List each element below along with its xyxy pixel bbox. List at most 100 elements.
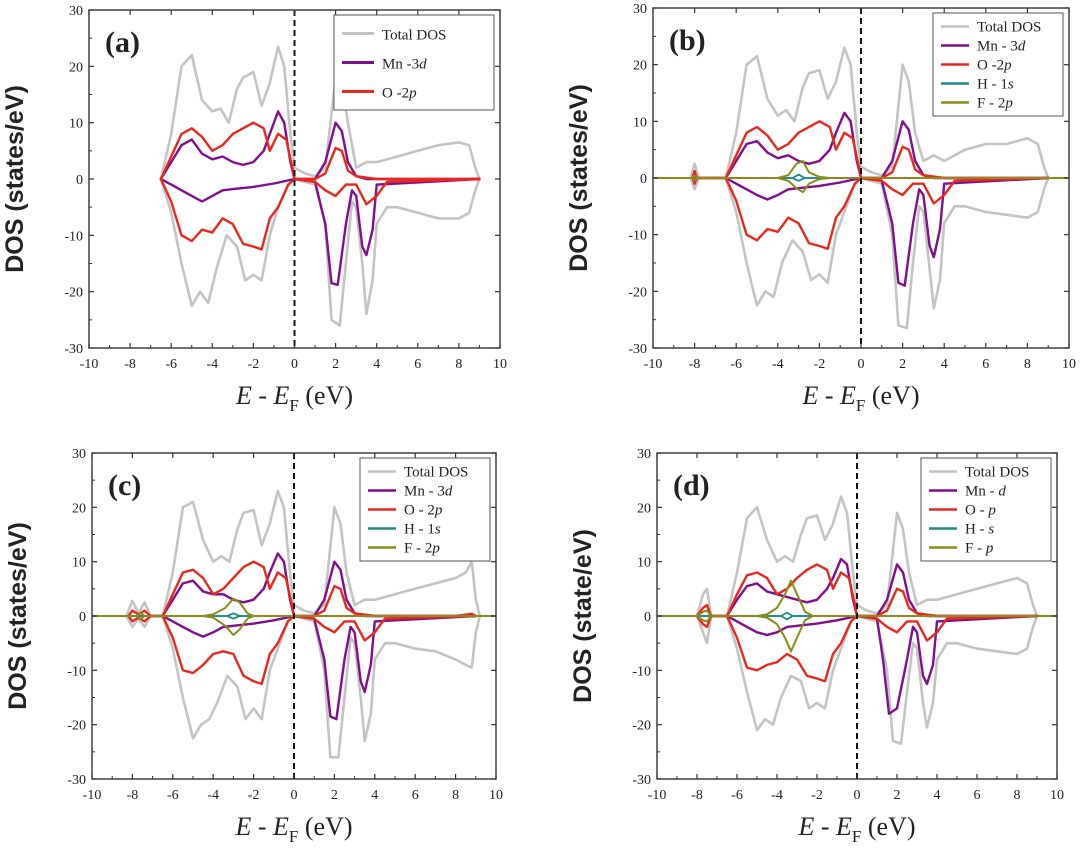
series-total-spin-down-line bbox=[689, 176, 1050, 330]
series-total-spin-up-line bbox=[125, 489, 482, 618]
x-tick-label: 10 bbox=[493, 357, 507, 372]
x-tick-label: 10 bbox=[489, 788, 503, 803]
legend-item-mn: Mn - d bbox=[929, 484, 1006, 500]
x-tick-label: -8 bbox=[124, 357, 136, 372]
series-total-spin-down-line bbox=[125, 614, 482, 759]
x-tick-label: -2 bbox=[814, 357, 826, 372]
x-tick-label: 8 bbox=[1014, 788, 1021, 803]
y-tick-label: 20 bbox=[69, 60, 83, 75]
series-mn-spin-down-line bbox=[725, 614, 1039, 715]
legend-label-mn: Mn - 3d bbox=[977, 39, 1026, 55]
legend-label-o: O -2p bbox=[977, 58, 1012, 74]
y-tick-label: 30 bbox=[69, 4, 83, 19]
x-tick-label: 6 bbox=[414, 357, 421, 372]
y-tick-label: -10 bbox=[64, 229, 83, 244]
x-tick-label: 4 bbox=[941, 357, 948, 372]
series-f-spin-up-line bbox=[657, 579, 1057, 617]
x-tick-label: -10 bbox=[644, 357, 663, 372]
y-tick-label: -30 bbox=[628, 342, 647, 357]
legend-item-h: H - 1s bbox=[941, 77, 1014, 93]
series-f-spin-down-line bbox=[92, 615, 496, 636]
y-tick-label: 20 bbox=[72, 501, 86, 516]
series-mn-spin-up-line bbox=[161, 552, 477, 618]
legend-item-h: H - 1s bbox=[368, 522, 441, 538]
y-tick-label: 30 bbox=[72, 447, 86, 462]
series-mn-spin-up-line bbox=[159, 110, 481, 181]
x-tick-label: 2 bbox=[894, 788, 901, 803]
series-o-spin-down-line bbox=[691, 176, 1050, 250]
y-axis-label: DOS (states/eV) bbox=[565, 84, 593, 272]
x-tick-label: -10 bbox=[80, 357, 99, 372]
x-tick-label: 0 bbox=[858, 357, 865, 372]
legend-item-total: Total DOS bbox=[929, 465, 1029, 481]
y-tick-label: -10 bbox=[67, 664, 86, 679]
x-tick-label: -10 bbox=[648, 788, 667, 803]
y-tick-label: -10 bbox=[628, 229, 647, 244]
y-tick-label: 20 bbox=[633, 59, 647, 74]
series-f-spin-up-line bbox=[653, 160, 1069, 179]
x-tick-label: 8 bbox=[455, 357, 462, 372]
x-axis-label: E - EF (eV) bbox=[797, 812, 915, 846]
x-axis-label: E - EF (eV) bbox=[235, 381, 353, 415]
y-tick-label: 10 bbox=[637, 556, 651, 571]
legend-label-h: H - s bbox=[965, 522, 994, 538]
series-total-spin-down-line bbox=[695, 614, 1039, 745]
legend-label-total: Total DOS bbox=[382, 28, 446, 44]
y-tick-label: 10 bbox=[633, 115, 647, 130]
x-tick-label: -4 bbox=[771, 788, 783, 803]
legend-label-total: Total DOS bbox=[977, 20, 1041, 36]
legend: Total DOS Mn - d O - p H - s F - p bbox=[920, 457, 1052, 562]
x-tick-label: 10 bbox=[1050, 788, 1064, 803]
x-tick-label: -4 bbox=[772, 357, 784, 372]
series-mn-spin-up-line bbox=[725, 557, 1039, 618]
legend-item-o: O -2p bbox=[941, 58, 1012, 74]
series-o-spin-down-line bbox=[159, 177, 481, 251]
series-total-spin-up-line bbox=[689, 46, 1050, 180]
legend-label-f: F - p bbox=[965, 541, 994, 557]
legend: Total DOS Mn - 3d O - 2p H - 1s F - 2p bbox=[359, 457, 491, 562]
legend-item-o: O - p bbox=[929, 503, 996, 519]
x-tick-label: -6 bbox=[167, 788, 179, 803]
series-f-spin-down-line bbox=[657, 615, 1057, 653]
legend-label-f: F - 2p bbox=[404, 541, 440, 557]
y-tick-label: 10 bbox=[72, 556, 86, 571]
y-tick-label: 0 bbox=[79, 610, 86, 625]
legend-label-h: H - 1s bbox=[404, 522, 441, 538]
legend-label-f: F - 2p bbox=[977, 96, 1013, 112]
legend-label-mn: Mn - 3d bbox=[404, 484, 453, 500]
legend-label-o: O -2p bbox=[382, 86, 417, 102]
y-tick-label: -20 bbox=[628, 285, 647, 300]
panel-label: (b) bbox=[669, 24, 706, 57]
series-f-spin-up-line bbox=[92, 597, 496, 617]
panel-label: (d) bbox=[673, 469, 710, 502]
plot-area bbox=[92, 489, 496, 759]
x-tick-label: 0 bbox=[854, 788, 861, 803]
x-axis-label: E - EF (eV) bbox=[801, 381, 919, 415]
y-tick-label: -30 bbox=[67, 773, 86, 788]
x-tick-label: -8 bbox=[689, 357, 701, 372]
series-o-spin-up-line bbox=[691, 120, 1050, 180]
x-tick-label: 6 bbox=[974, 788, 981, 803]
y-tick-label: 0 bbox=[644, 610, 651, 625]
y-tick-label: 20 bbox=[637, 501, 651, 516]
x-tick-label: -6 bbox=[731, 788, 743, 803]
x-tick-label: 4 bbox=[373, 357, 380, 372]
y-tick-label: -20 bbox=[64, 286, 83, 301]
legend-item-h: H - s bbox=[929, 522, 994, 538]
series-f-spin-down-line bbox=[653, 177, 1069, 194]
series-o-spin-up-line bbox=[695, 563, 1039, 618]
y-tick-label: -20 bbox=[632, 719, 651, 734]
legend-item-mn: Mn -3d bbox=[342, 57, 427, 73]
x-tick-label: 4 bbox=[934, 788, 941, 803]
x-tick-label: 6 bbox=[982, 357, 989, 372]
y-tick-label: -30 bbox=[64, 342, 83, 357]
series-o-spin-up-line bbox=[159, 121, 481, 181]
y-tick-label: -20 bbox=[67, 719, 86, 734]
y-tick-label: -30 bbox=[632, 773, 651, 788]
x-tick-label: 2 bbox=[332, 357, 339, 372]
x-tick-label: -2 bbox=[248, 788, 260, 803]
y-axis-label: DOS (states/eV) bbox=[1, 85, 29, 273]
x-tick-label: 4 bbox=[371, 788, 378, 803]
